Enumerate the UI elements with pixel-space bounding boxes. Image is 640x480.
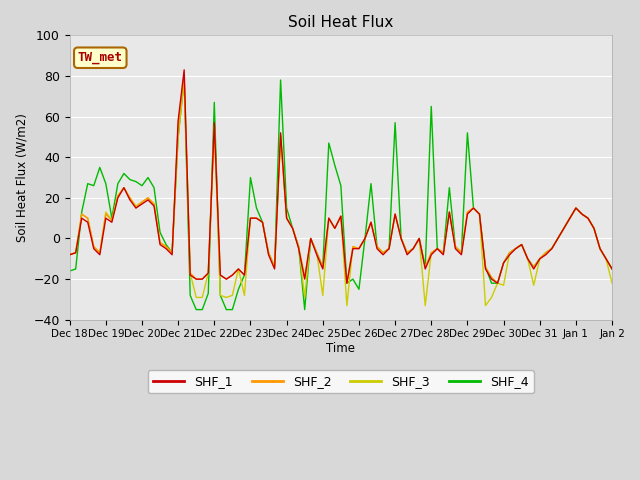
SHF_3	[343, 303, 351, 309]
SHF_2	[536, 256, 543, 262]
SHF_1	[211, 120, 218, 126]
SHF_3	[391, 211, 399, 217]
SHF_4	[391, 120, 399, 126]
SHF_1	[343, 280, 351, 286]
SHF_3	[211, 124, 218, 130]
SHF_1	[66, 252, 74, 258]
SHF_2	[343, 280, 351, 286]
Y-axis label: Soil Heat Flux (W/m2): Soil Heat Flux (W/m2)	[15, 113, 28, 242]
SHF_3	[536, 256, 543, 262]
SHF_2	[198, 276, 206, 282]
SHF_1	[180, 67, 188, 73]
X-axis label: Time: Time	[326, 342, 355, 355]
SHF_4	[204, 290, 212, 296]
Legend: SHF_1, SHF_2, SHF_3, SHF_4: SHF_1, SHF_2, SHF_3, SHF_4	[148, 370, 534, 393]
SHF_2	[608, 266, 616, 272]
SHF_3	[132, 203, 140, 209]
SHF_2	[66, 252, 74, 258]
SHF_1	[198, 276, 206, 282]
SHF_4	[602, 256, 610, 262]
SHF_4	[193, 307, 200, 312]
Title: Soil Heat Flux: Soil Heat Flux	[288, 15, 394, 30]
Line: SHF_2: SHF_2	[70, 76, 612, 283]
SHF_3	[66, 252, 74, 258]
SHF_4	[536, 256, 543, 262]
SHF_1	[391, 211, 399, 217]
Line: SHF_1: SHF_1	[70, 70, 612, 283]
SHF_2	[180, 73, 188, 79]
SHF_3	[602, 256, 610, 262]
SHF_2	[211, 124, 218, 130]
Text: TW_met: TW_met	[78, 51, 123, 64]
SHF_3	[198, 295, 206, 300]
SHF_1	[536, 256, 543, 262]
SHF_4	[216, 292, 224, 298]
SHF_4	[180, 77, 188, 83]
SHF_1	[602, 256, 610, 262]
SHF_3	[180, 77, 188, 83]
SHF_2	[391, 211, 399, 217]
Line: SHF_3: SHF_3	[70, 80, 612, 306]
SHF_1	[132, 205, 140, 211]
SHF_3	[608, 280, 616, 286]
SHF_1	[608, 266, 616, 272]
SHF_2	[602, 256, 610, 262]
SHF_4	[66, 268, 74, 274]
SHF_4	[608, 266, 616, 272]
Line: SHF_4: SHF_4	[70, 80, 612, 310]
SHF_4	[132, 179, 140, 184]
SHF_2	[132, 205, 140, 211]
